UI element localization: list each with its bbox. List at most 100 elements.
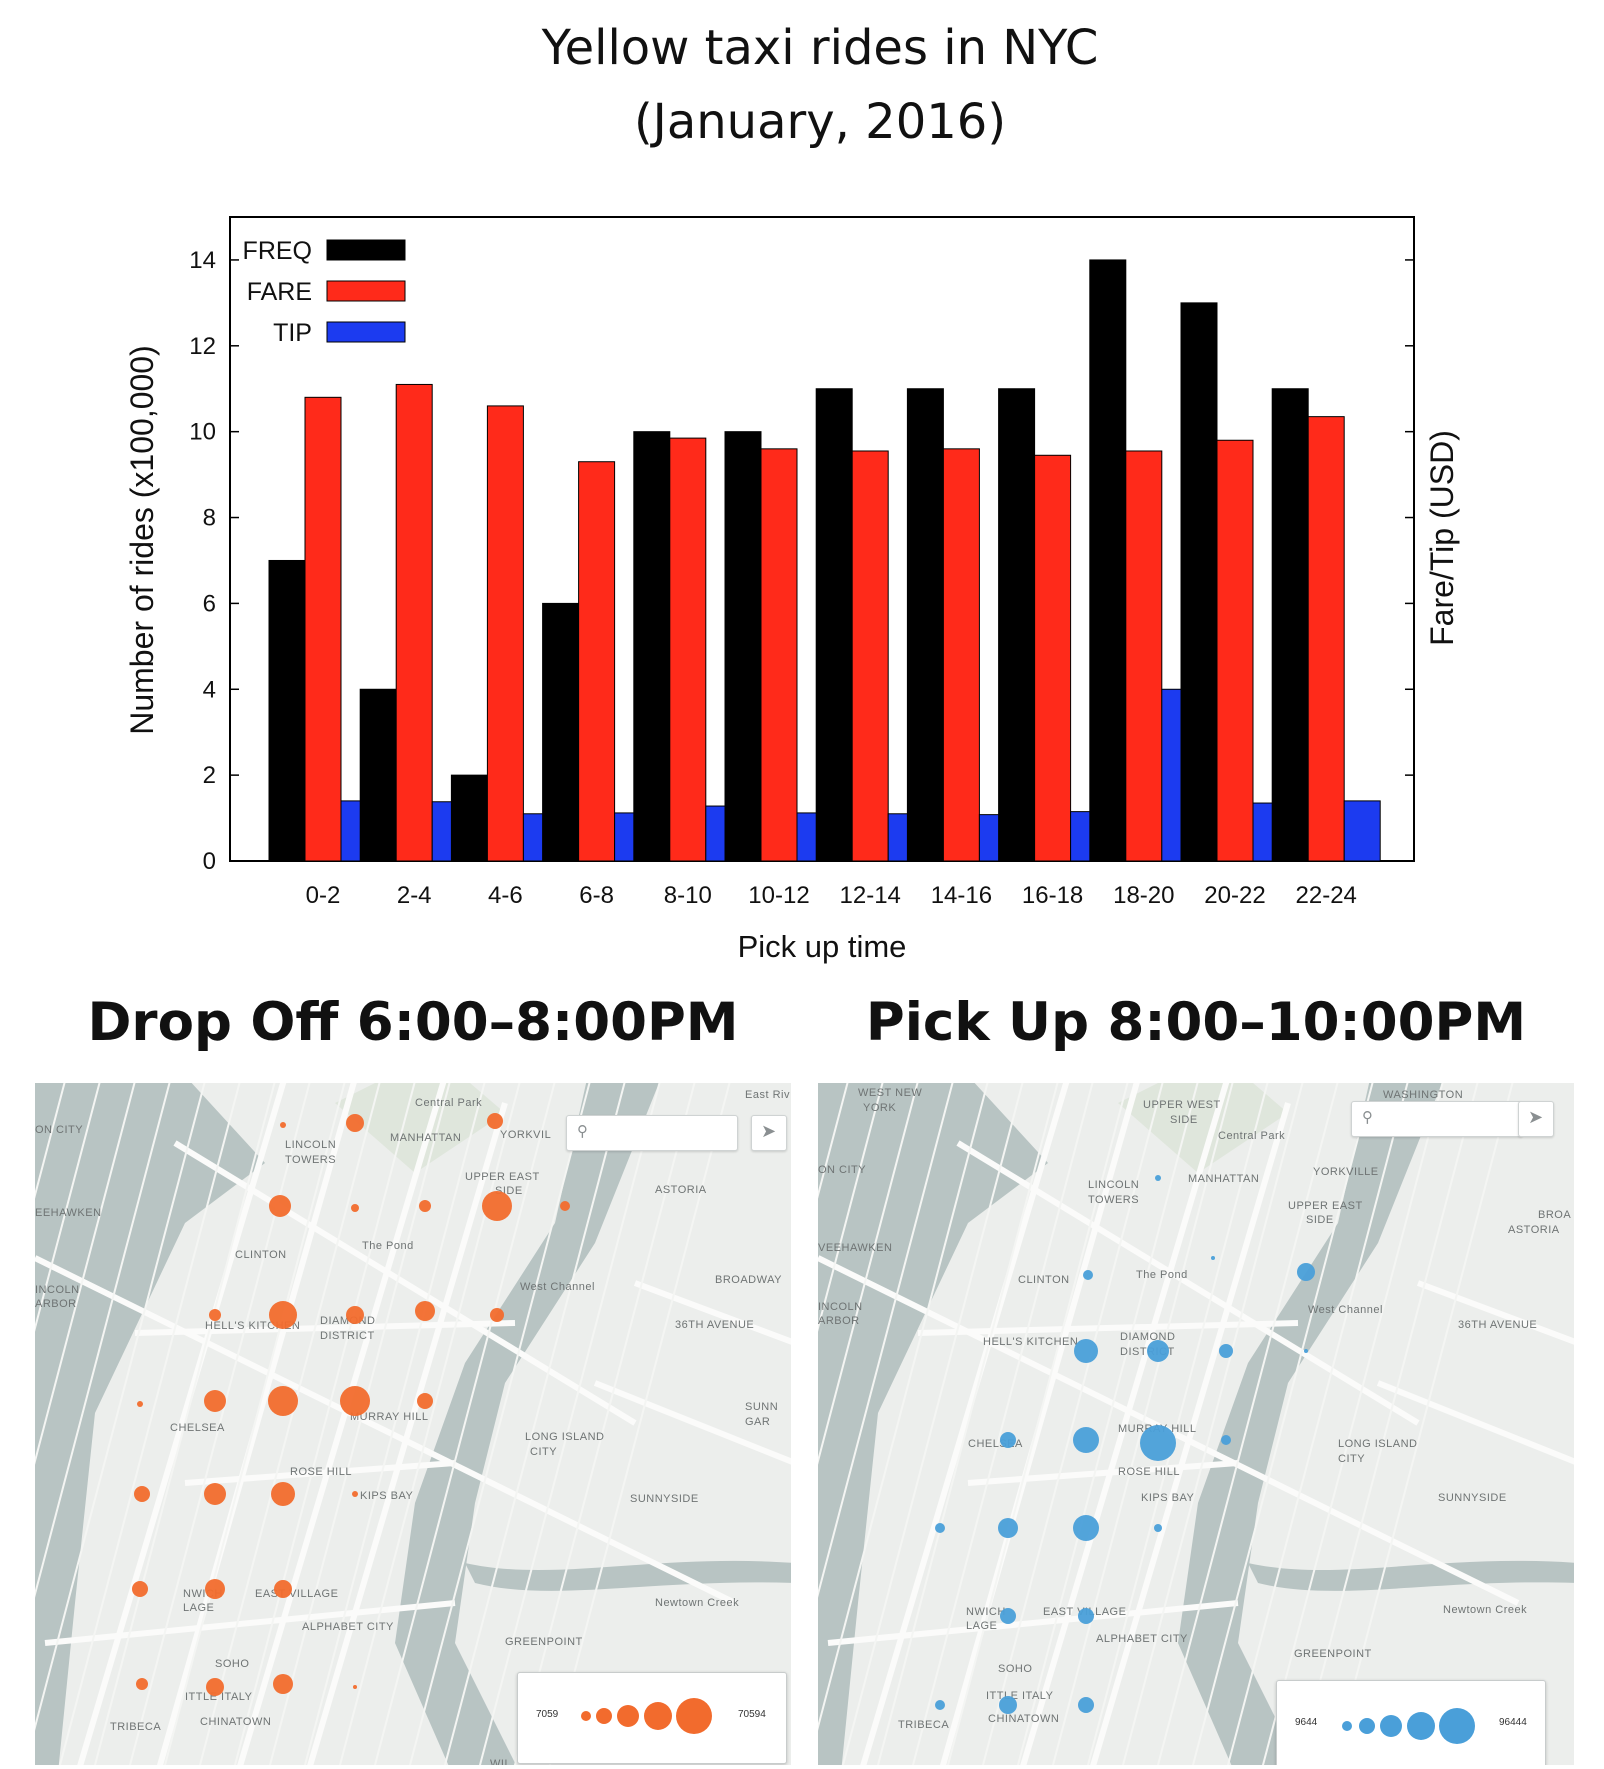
map-bubble[interactable]: [415, 1301, 435, 1321]
map-bubble[interactable]: [274, 1580, 292, 1598]
map-bubble[interactable]: [1147, 1340, 1169, 1362]
map-bubble[interactable]: [935, 1523, 945, 1533]
map-bubble[interactable]: [1140, 1425, 1176, 1461]
map-bubble[interactable]: [417, 1393, 433, 1409]
x-tick-label: 22-24: [1296, 882, 1357, 909]
map-label: SUNNYSIDE: [1438, 1492, 1507, 1504]
map-bubble[interactable]: [269, 1195, 291, 1217]
minor-street: [1226, 1083, 1409, 1765]
bar-freq: [359, 688, 397, 862]
map-bubble[interactable]: [206, 1678, 224, 1696]
map-bubble[interactable]: [1074, 1339, 1098, 1363]
map-bubble[interactable]: [346, 1114, 364, 1132]
map-bubble[interactable]: [280, 1122, 286, 1128]
dropoff-map-title: Drop Off 6:00–8:00PM: [87, 992, 739, 1053]
map-bubble[interactable]: [1000, 1432, 1016, 1448]
hudson-river: [35, 1083, 265, 1765]
map-bubble[interactable]: [353, 1685, 357, 1689]
map-label: MANHATTAN: [390, 1132, 461, 1144]
map-bubble[interactable]: [205, 1579, 225, 1599]
map-label: BROADWAY: [715, 1274, 782, 1286]
y-tick-label: 10: [189, 419, 216, 446]
minor-street: [1296, 1083, 1479, 1765]
street: [1376, 1380, 1574, 1465]
map-bubble[interactable]: [1000, 1608, 1016, 1624]
map-label: GAR: [745, 1416, 770, 1428]
map-label: CITY: [1338, 1453, 1365, 1465]
map-label: GREENPOINT: [1294, 1648, 1372, 1660]
bar-freq: [998, 388, 1036, 862]
minor-street: [408, 1083, 591, 1765]
minor-street: [981, 1083, 1164, 1765]
legend-circles: [581, 1698, 712, 1734]
map-search-input[interactable]: ⚲: [566, 1115, 738, 1151]
map-label: UPPER EAST: [465, 1171, 540, 1183]
map-bubble[interactable]: [1304, 1349, 1308, 1353]
map-bubble[interactable]: [1211, 1256, 1215, 1260]
map-bubble[interactable]: [1073, 1427, 1099, 1453]
map-bubble[interactable]: [998, 1518, 1018, 1538]
map-label: MURRAY HILL: [350, 1411, 428, 1423]
map-bubble[interactable]: [137, 1401, 143, 1407]
pickup-map[interactable]: WEST NEW YORK UPPER WEST SIDE WASHINGTON ON C…: [818, 1083, 1574, 1765]
dropoff-map[interactable]: ON CITY LINCOLN TOWERS MANHATTAN YORKVIL UPPE…: [35, 1083, 791, 1765]
map-bubble[interactable]: [1221, 1435, 1231, 1445]
map-bubble[interactable]: [1078, 1697, 1094, 1713]
minor-street: [946, 1083, 1129, 1765]
map-bubble[interactable]: [1083, 1270, 1093, 1280]
map-bubble[interactable]: [1219, 1344, 1233, 1358]
map-label: CHINATOWN: [988, 1713, 1059, 1725]
map-bubble[interactable]: [490, 1308, 504, 1322]
map-bubble[interactable]: [268, 1386, 298, 1416]
map-bubble[interactable]: [271, 1482, 295, 1506]
map-bubble[interactable]: [487, 1113, 503, 1129]
map-bubble[interactable]: [352, 1491, 358, 1497]
minor-street: [841, 1083, 1024, 1765]
map-bubble[interactable]: [209, 1309, 221, 1321]
map-bubble[interactable]: [204, 1390, 226, 1412]
x-tick-label: 16-18: [1022, 882, 1083, 909]
map-search-input[interactable]: ⚲: [1351, 1101, 1523, 1137]
map-bubble[interactable]: [560, 1201, 570, 1211]
locate-button[interactable]: ➤: [1518, 1101, 1554, 1137]
map-label: ASTORIA: [1508, 1224, 1560, 1236]
legend-swatch: [326, 280, 406, 302]
map-bubble[interactable]: [419, 1200, 431, 1212]
legend-max-value: 70594: [738, 1709, 766, 1720]
street: [1090, 1102, 1291, 1765]
map-bubble[interactable]: [1155, 1175, 1161, 1181]
map-bubble[interactable]: [1154, 1524, 1162, 1532]
bar-fare: [304, 396, 342, 862]
map-bubble[interactable]: [273, 1674, 293, 1694]
map-label: INCOLN: [818, 1301, 863, 1313]
map-label: East Riv: [745, 1089, 790, 1101]
central-park: [335, 1083, 505, 1173]
street: [134, 1320, 516, 1336]
map-bubble[interactable]: [1073, 1515, 1099, 1541]
legend-circles: [1342, 1708, 1475, 1744]
central-park: [1118, 1083, 1288, 1173]
map-label: KIPS BAY: [360, 1490, 413, 1502]
map-bubble[interactable]: [269, 1301, 297, 1329]
map-bubble[interactable]: [482, 1191, 512, 1221]
bar-fare: [1307, 416, 1345, 862]
map-bubble[interactable]: [136, 1678, 148, 1690]
map-bubble[interactable]: [1297, 1263, 1315, 1281]
minor-street: [818, 1083, 989, 1731]
hudson-river: [818, 1083, 1048, 1765]
map-bubble[interactable]: [1078, 1608, 1094, 1624]
locate-button[interactable]: ➤: [751, 1115, 787, 1151]
map-bubble[interactable]: [351, 1204, 359, 1212]
map-bubble[interactable]: [340, 1386, 370, 1416]
x-tick-label: 0-2: [306, 882, 341, 909]
bar-freq: [1089, 259, 1127, 862]
bar-fare: [1125, 450, 1163, 862]
x-tick-label: 2-4: [397, 882, 432, 909]
map-label: TRIBECA: [898, 1719, 949, 1731]
map-bubble[interactable]: [935, 1700, 945, 1710]
map-bubble[interactable]: [999, 1696, 1017, 1714]
map-bubble[interactable]: [132, 1581, 148, 1597]
map-bubble[interactable]: [134, 1486, 150, 1502]
map-bubble[interactable]: [204, 1483, 226, 1505]
map-bubble[interactable]: [346, 1306, 364, 1324]
